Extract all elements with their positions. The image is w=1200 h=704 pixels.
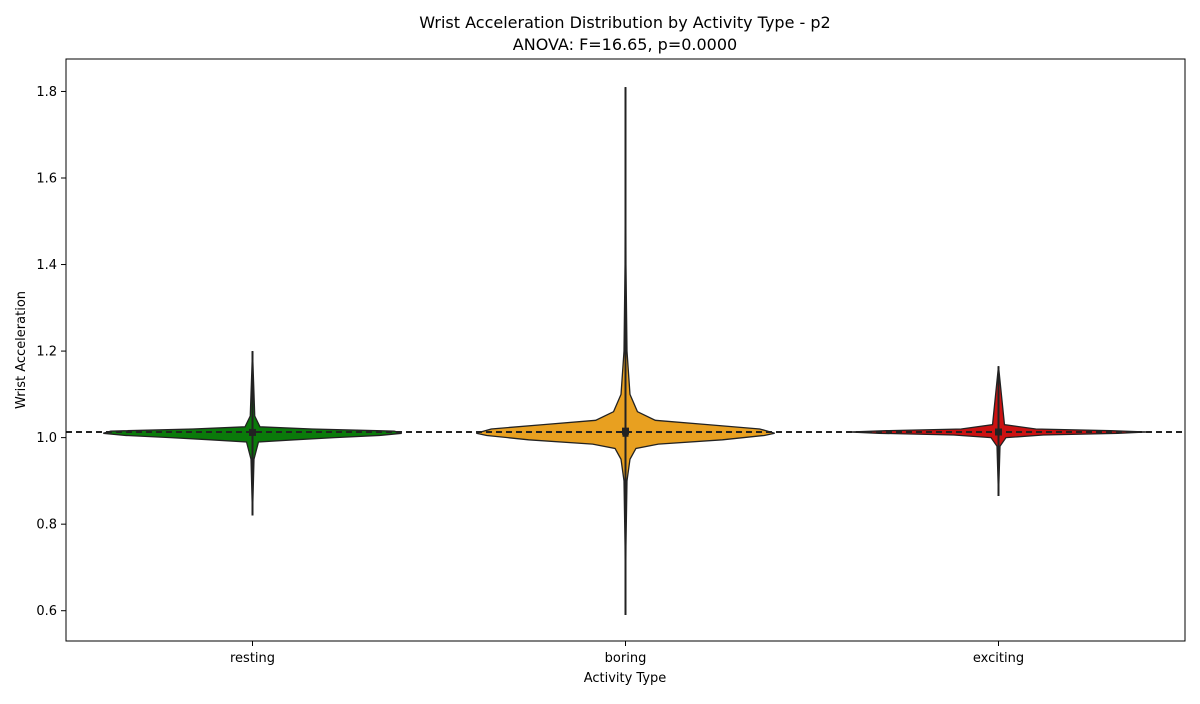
y-tick-label: 1.0 (36, 431, 57, 446)
y-tick-label: 0.6 (36, 604, 57, 619)
x-tick-label-boring: boring (605, 651, 647, 666)
y-tick-label: 1.4 (36, 258, 57, 273)
y-tick-label: 1.8 (36, 85, 57, 100)
y-tick-label: 0.8 (36, 518, 57, 533)
x-axis-label: Activity Type (584, 671, 667, 686)
x-tick-label-exciting: exciting (973, 651, 1024, 666)
y-tick-label: 1.2 (36, 345, 57, 360)
chart-title: Wrist Acceleration Distribution by Activ… (419, 13, 830, 32)
plot-area (66, 87, 1185, 616)
y-axis-label: Wrist Acceleration (14, 291, 29, 409)
chart-subtitle: ANOVA: F=16.65, p=0.0000 (513, 35, 737, 54)
axes: 0.6 0.8 1.0 1.2 1.4 1.6 1.8 resting boring exciti… (36, 58, 1186, 666)
mean-marker-boring (622, 427, 629, 435)
y-tick-label: 1.6 (36, 171, 57, 186)
x-tick-label-resting: resting (230, 651, 275, 666)
mean-marker-resting (249, 428, 256, 436)
